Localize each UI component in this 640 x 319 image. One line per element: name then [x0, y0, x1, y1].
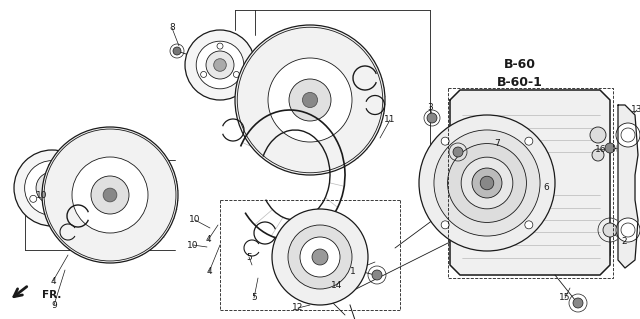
Text: 7: 7 [494, 139, 500, 149]
Text: 14: 14 [332, 280, 342, 290]
Circle shape [525, 221, 533, 229]
Circle shape [268, 58, 352, 142]
Circle shape [206, 51, 234, 79]
Circle shape [525, 137, 533, 145]
Circle shape [441, 221, 449, 229]
Circle shape [480, 176, 494, 190]
Circle shape [185, 30, 255, 100]
Circle shape [234, 71, 239, 78]
Text: 16: 16 [595, 145, 607, 154]
Text: 3: 3 [427, 102, 433, 112]
Circle shape [605, 143, 615, 153]
Circle shape [72, 157, 148, 233]
Text: 9: 9 [51, 300, 57, 309]
Text: 2: 2 [621, 236, 627, 246]
Circle shape [196, 41, 244, 89]
Circle shape [235, 25, 385, 175]
Circle shape [45, 181, 59, 195]
Text: 6: 6 [543, 182, 549, 191]
Text: 13: 13 [631, 106, 640, 115]
Circle shape [36, 172, 68, 204]
Circle shape [42, 127, 178, 263]
Text: 10: 10 [36, 190, 48, 199]
Circle shape [303, 93, 317, 108]
Circle shape [214, 59, 227, 71]
Circle shape [616, 218, 640, 242]
Circle shape [453, 147, 463, 157]
Circle shape [288, 225, 352, 289]
Text: 1: 1 [350, 266, 356, 276]
Text: 8: 8 [169, 24, 175, 33]
Circle shape [173, 47, 181, 55]
Text: B-60-1: B-60-1 [497, 76, 543, 88]
Circle shape [217, 43, 223, 49]
Circle shape [103, 188, 117, 202]
Text: B-60: B-60 [504, 58, 536, 71]
Text: 5: 5 [246, 253, 252, 262]
Circle shape [447, 144, 527, 222]
Text: 12: 12 [292, 303, 304, 313]
Circle shape [427, 113, 437, 123]
Circle shape [461, 157, 513, 209]
Text: 4: 4 [50, 277, 56, 286]
Circle shape [272, 209, 368, 305]
Circle shape [592, 149, 604, 161]
Circle shape [300, 237, 340, 277]
Circle shape [29, 195, 36, 202]
Circle shape [419, 115, 555, 251]
Circle shape [91, 176, 129, 214]
Circle shape [14, 150, 90, 226]
Text: 10: 10 [189, 216, 201, 225]
Circle shape [312, 249, 328, 265]
Circle shape [49, 163, 56, 170]
Circle shape [25, 161, 79, 215]
Text: 15: 15 [559, 293, 571, 302]
Circle shape [441, 137, 449, 145]
Circle shape [616, 123, 640, 147]
Circle shape [372, 270, 382, 280]
Circle shape [603, 223, 617, 237]
Circle shape [67, 195, 74, 202]
Circle shape [200, 71, 207, 78]
Circle shape [434, 130, 540, 236]
Circle shape [289, 79, 331, 121]
Text: FR.: FR. [42, 290, 61, 300]
Text: 5: 5 [251, 293, 257, 302]
Polygon shape [450, 90, 610, 275]
Text: 10: 10 [188, 241, 199, 249]
Text: 4: 4 [205, 235, 211, 244]
Text: 4: 4 [206, 268, 212, 277]
Circle shape [472, 168, 502, 198]
Text: 11: 11 [384, 115, 396, 124]
Circle shape [573, 298, 583, 308]
Circle shape [590, 127, 606, 143]
Polygon shape [618, 105, 638, 268]
